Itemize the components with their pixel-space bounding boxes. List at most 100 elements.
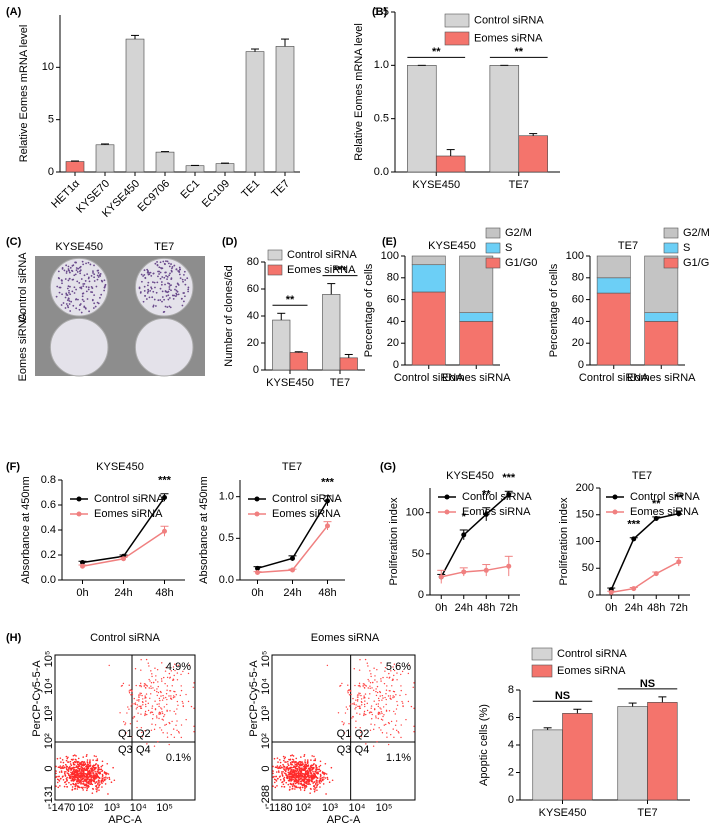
- row-label: Eomes siRNA: [17, 312, 29, 381]
- colony: [90, 275, 93, 277]
- event-dot: [134, 702, 137, 704]
- colony: [161, 267, 164, 270]
- event-dot: [169, 676, 171, 679]
- bar-segment: [596, 277, 631, 294]
- event-dot: [303, 775, 306, 778]
- event-dot: [70, 764, 73, 767]
- legend-label: S: [683, 242, 690, 254]
- event-dot: [301, 761, 303, 763]
- event-dot: [276, 757, 279, 759]
- x-tick-label: EC9706: [136, 178, 173, 215]
- colony: [66, 304, 69, 307]
- event-dot: [93, 768, 96, 771]
- legend-label: Control siRNA: [557, 648, 627, 660]
- legend-swatch: [663, 257, 679, 269]
- event-dot: [140, 707, 142, 709]
- colony: [79, 304, 81, 306]
- colony: [92, 270, 94, 273]
- event-dot: [124, 722, 127, 724]
- event-dot: [410, 705, 413, 708]
- event-dot: [86, 768, 89, 771]
- colony: [82, 263, 85, 266]
- y-tick-label: -288: [260, 785, 272, 807]
- event-dot: [101, 786, 103, 788]
- event-dot: [305, 767, 307, 769]
- event-dot: [59, 757, 62, 759]
- event-dot: [318, 781, 321, 783]
- event-dot: [156, 668, 159, 671]
- y-tick-label: 0.4: [41, 524, 56, 536]
- event-dot: [385, 689, 388, 691]
- colony: [97, 272, 100, 274]
- event-dot: [384, 670, 386, 672]
- event-dot: [277, 767, 279, 769]
- event-dot: [366, 702, 368, 705]
- y-tick-label: 10⁵: [260, 651, 272, 668]
- quadrant-percent: 4.9%: [166, 661, 191, 673]
- event-dot: [345, 706, 348, 708]
- event-dot: [165, 666, 167, 669]
- event-dot: [280, 766, 283, 769]
- bar-segment: [644, 321, 679, 366]
- event-dot: [386, 736, 388, 738]
- event-dot: [136, 704, 139, 706]
- event-dot: [369, 687, 371, 690]
- event-dot: [59, 778, 62, 780]
- event-dot: [299, 767, 302, 770]
- event-dot: [360, 701, 363, 703]
- event-dot: [63, 772, 66, 775]
- event-dot: [141, 731, 143, 734]
- event-dot: [363, 714, 365, 717]
- event-dot: [313, 790, 316, 793]
- event-dot: [156, 717, 158, 719]
- event-dot: [58, 771, 61, 773]
- colony: [158, 266, 161, 269]
- event-dot: [375, 715, 377, 717]
- event-dot: [384, 696, 386, 699]
- event-dot: [59, 765, 62, 767]
- event-dot: [193, 731, 195, 733]
- x-tick-label: TE7: [269, 178, 292, 201]
- colony: [161, 300, 163, 303]
- event-dot: [140, 713, 142, 715]
- event-dot: [101, 777, 103, 779]
- y-tick-label: 150: [576, 509, 594, 521]
- event-dot: [358, 692, 360, 694]
- data-point: [162, 495, 167, 500]
- quadrant-label: Q3: [337, 744, 352, 756]
- colony: [87, 288, 90, 291]
- event-dot: [284, 770, 287, 773]
- y-tick-label: 10²: [260, 733, 272, 749]
- event-dot: [133, 697, 135, 700]
- event-dot: [382, 715, 384, 718]
- colony: [158, 270, 161, 273]
- colony: [67, 268, 70, 270]
- event-dot: [300, 756, 302, 758]
- event-dot: [351, 717, 353, 719]
- event-dot: [84, 765, 87, 768]
- bar: [339, 357, 358, 371]
- event-dot: [295, 757, 298, 760]
- event-dot: [369, 693, 371, 695]
- panel-letter: (E): [382, 236, 397, 248]
- event-dot: [375, 690, 377, 693]
- event-dot: [279, 764, 282, 767]
- legend-label: G1/G0: [505, 257, 537, 269]
- event-dot: [305, 781, 308, 784]
- colony: [75, 307, 78, 310]
- event-dot: [330, 766, 333, 769]
- event-dot: [166, 710, 168, 712]
- event-dot: [156, 690, 158, 693]
- event-dot: [319, 779, 321, 781]
- colony: [64, 278, 67, 280]
- legend-swatch: [485, 257, 501, 269]
- event-dot: [370, 705, 373, 707]
- event-dot: [86, 753, 88, 756]
- event-dot: [373, 700, 375, 702]
- event-dot: [91, 787, 94, 790]
- event-dot: [365, 713, 367, 716]
- event-dot: [396, 672, 398, 674]
- colony: [93, 276, 96, 279]
- event-dot: [383, 724, 386, 726]
- legend-marker: [444, 494, 450, 500]
